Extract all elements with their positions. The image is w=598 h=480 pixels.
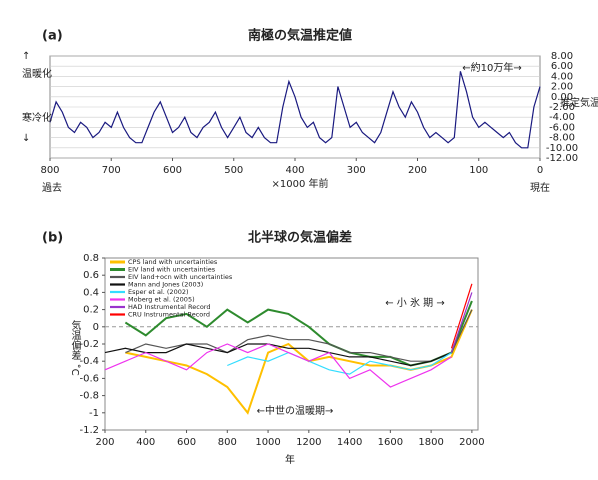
x-tick-label: 700 (102, 165, 121, 176)
x-tick-label: 500 (224, 165, 243, 176)
y-tick-label: -1 (89, 408, 99, 419)
x-tick-label: 400 (285, 165, 304, 176)
x-tick-label: 800 (40, 165, 59, 176)
y-tick-label: 0.00 (551, 92, 573, 103)
y-tick-label: 2.00 (551, 82, 573, 93)
y-tick-label: 6.00 (551, 61, 573, 72)
x-tick-label: 200 (408, 165, 427, 176)
x-axis-label: 年 (285, 453, 295, 466)
x-tick-label: 200 (95, 437, 114, 448)
chart-title: 北半球の気温偏差 (248, 230, 352, 246)
y-tick-label: 0.2 (83, 305, 99, 316)
data-line (450, 292, 473, 353)
annotation: ←中世の温暖期→ (257, 404, 334, 417)
x-tick-label: 600 (177, 437, 196, 448)
y-tick-label: -10.00 (546, 143, 578, 154)
x-tick-label: 1600 (378, 437, 403, 448)
y-tick-label: -1.2 (79, 425, 99, 436)
annotation: 寒冷化 (22, 111, 52, 124)
annotation: 現在 (530, 182, 550, 194)
legend-label: Mann and Jones (2003) (128, 281, 203, 289)
legend-label: Esper et al. (2002) (128, 288, 189, 296)
x-tick-label: 1800 (418, 437, 443, 448)
annotation: ←約10万年→ (462, 61, 521, 74)
data-line (450, 283, 473, 349)
y-tick-label: -0.6 (79, 373, 99, 384)
data-line (104, 343, 452, 367)
x-tick-label: 2000 (459, 437, 484, 448)
annotation: 推定気温 (560, 96, 598, 109)
x-tick-label: 1000 (255, 437, 280, 448)
y-tick-label: -0.8 (79, 391, 99, 402)
legend-label: EIV land+ocn with uncertainties (128, 273, 233, 281)
annotation: ↑ (22, 51, 30, 62)
x-tick-label: 600 (163, 165, 182, 176)
x-tick-label: 0 (537, 165, 543, 176)
legend-label: EIV land with uncertainties (128, 266, 216, 274)
x-tick-label: 300 (347, 165, 366, 176)
x-tick-label: 800 (218, 437, 237, 448)
panel-label: (b) (42, 231, 63, 246)
y-tick-label: -0.4 (79, 356, 99, 367)
y-tick-label: -6.00 (549, 122, 575, 133)
x-tick-label: 100 (469, 165, 488, 176)
x-tick-label: 400 (136, 437, 155, 448)
annotation: 温暖化 (22, 67, 52, 80)
y-tick-label: -12.00 (546, 153, 578, 164)
annotation: 過去 (42, 182, 62, 194)
annotation: ← 小 氷 期 → (385, 296, 444, 309)
data-line (227, 351, 452, 375)
y-tick-label: -2.00 (549, 102, 575, 113)
chart-title: 南極の気温推定値 (248, 28, 352, 44)
y-tick-label: 4.00 (551, 71, 573, 82)
data-line (49, 71, 541, 149)
x-axis-label: ×1000 年前 (271, 177, 328, 190)
data-line (125, 309, 473, 362)
panel-label: (a) (42, 29, 63, 44)
x-tick-label: 1400 (337, 437, 362, 448)
y-axis-label: 気温偏差 ˚C (69, 319, 81, 375)
y-tick-label: -4.00 (549, 112, 575, 123)
y-tick-label: 0.8 (83, 253, 99, 264)
data-line (104, 343, 452, 388)
legend-label: CRU Instrumental Record (128, 311, 210, 319)
y-tick-label: -8.00 (549, 133, 575, 144)
legend-label: CPS land with uncertainties (128, 258, 218, 266)
x-tick-label: 1200 (296, 437, 321, 448)
legend-label: HAD Instrumental Record (128, 303, 210, 311)
y-tick-label: 0.6 (83, 270, 99, 281)
y-tick-label: 8.00 (551, 51, 573, 62)
y-tick-label: 0.4 (83, 287, 99, 298)
y-tick-label: -0.2 (79, 339, 99, 350)
y-tick-label: 0 (93, 322, 99, 333)
annotation: ↓ (22, 133, 30, 144)
legend-label: Moberg et al. (2005) (128, 296, 195, 304)
